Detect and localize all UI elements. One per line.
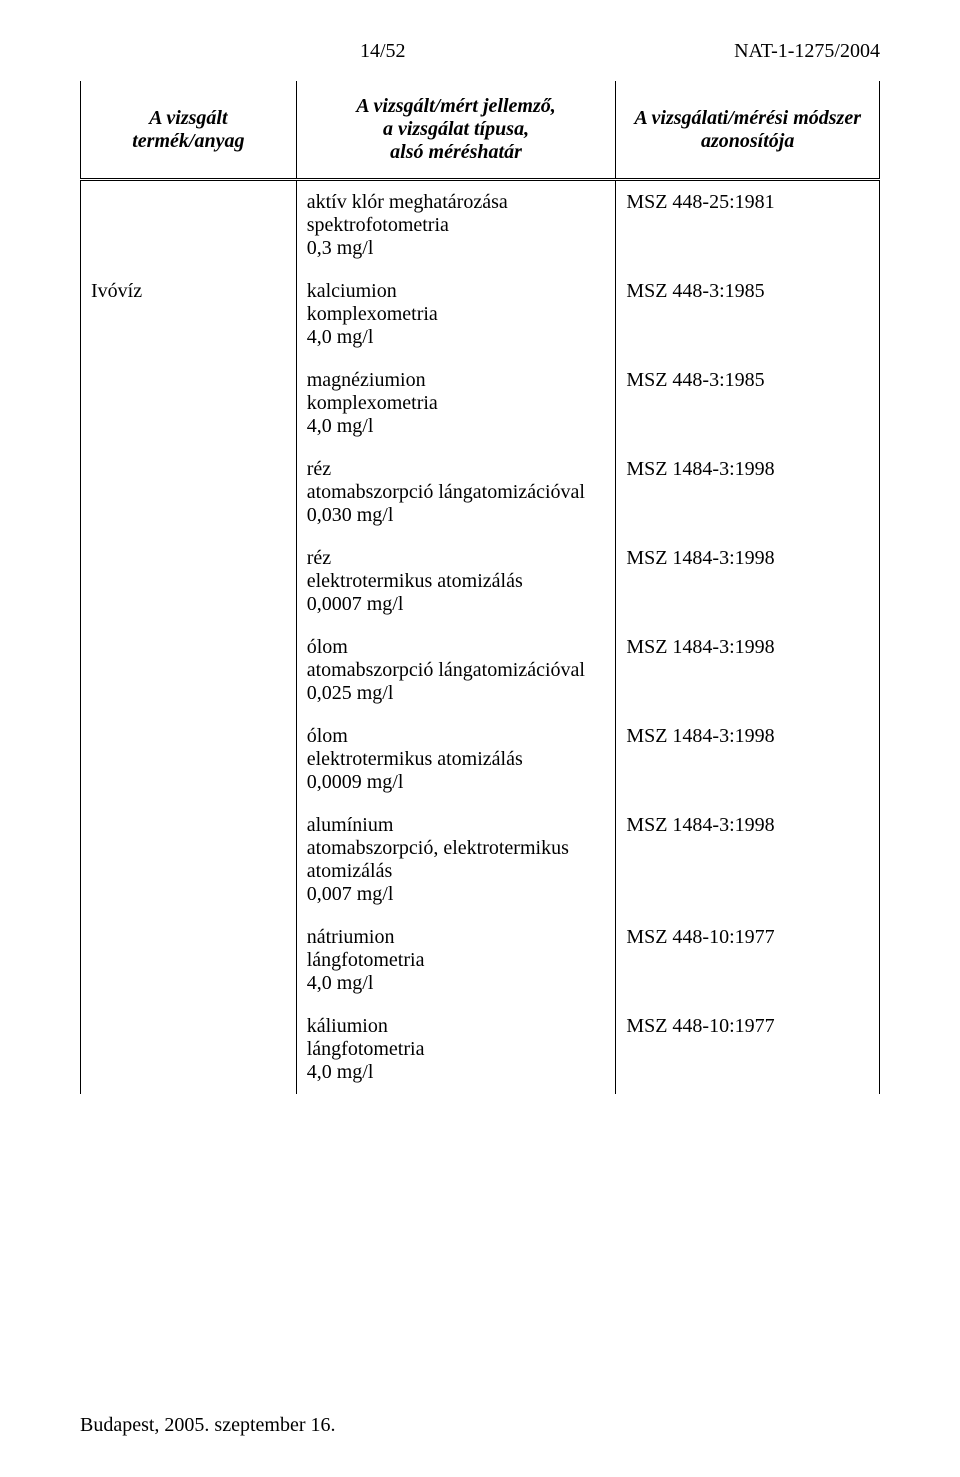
col-product-header: A vizsgált termék/anyag [81,81,297,180]
table-cell [81,180,297,271]
table-cell: MSZ 448-10:1977 [616,1005,880,1094]
table-cell [81,804,297,916]
footer-date: Budapest, 2005. szeptember 16. [80,1414,336,1437]
table-cell: réz atomabszorpció lángatomizációval 0,0… [296,448,616,537]
table-row: ólom elektrotermikus atomizálás 0,0009 m… [81,715,880,804]
page-number: 14/52 [360,40,406,63]
table-cell [81,448,297,537]
table-row: nátriumion lángfotometria 4,0 mg/lMSZ 44… [81,916,880,1005]
table-header-row: A vizsgált termék/anyag A vizsgált/mért … [81,81,880,180]
table-row: ólom atomabszorpció lángatomizációval 0,… [81,626,880,715]
table-cell: Ivóvíz [81,270,297,359]
table-cell: aktív klór meghatározása spektrofotometr… [296,180,616,271]
table-cell: MSZ 1484-3:1998 [616,715,880,804]
table-cell: alumínium atomabszorpció, elektrotermiku… [296,804,616,916]
table-row: magnéziumion komplexometria 4,0 mg/lMSZ … [81,359,880,448]
table-cell: kalciumion komplexometria 4,0 mg/l [296,270,616,359]
table-cell [81,1005,297,1094]
table-cell [81,359,297,448]
table-cell: nátriumion lángfotometria 4,0 mg/l [296,916,616,1005]
table-row: káliumion lángfotometria 4,0 mg/lMSZ 448… [81,1005,880,1094]
table-cell: magnéziumion komplexometria 4,0 mg/l [296,359,616,448]
table-cell: MSZ 448-10:1977 [616,916,880,1005]
table-row: alumínium atomabszorpció, elektrotermiku… [81,804,880,916]
col-method-header: A vizsgálati/mérési módszer azonosítója [616,81,880,180]
table-row: réz elektrotermikus atomizálás 0,0007 mg… [81,537,880,626]
table-cell: káliumion lángfotometria 4,0 mg/l [296,1005,616,1094]
table-row: aktív klór meghatározása spektrofotometr… [81,180,880,271]
table-cell: ólom atomabszorpció lángatomizációval 0,… [296,626,616,715]
table-row: Ivóvízkalciumion komplexometria 4,0 mg/l… [81,270,880,359]
table-cell: MSZ 448-3:1985 [616,270,880,359]
table-cell: MSZ 1484-3:1998 [616,448,880,537]
table-cell: MSZ 1484-3:1998 [616,626,880,715]
page: 14/52 NAT-1-1275/2004 A vizsgált termék/… [0,0,960,1477]
table-cell: MSZ 1484-3:1998 [616,804,880,916]
table-cell: MSZ 448-25:1981 [616,180,880,271]
table-cell [81,715,297,804]
table-cell: MSZ 1484-3:1998 [616,537,880,626]
table-cell [81,626,297,715]
table-cell: MSZ 448-3:1985 [616,359,880,448]
table-body: aktív klór meghatározása spektrofotometr… [81,180,880,1095]
data-table: A vizsgált termék/anyag A vizsgált/mért … [80,81,880,1094]
table-cell [81,916,297,1005]
page-header: 14/52 NAT-1-1275/2004 [80,40,880,63]
table-cell [81,537,297,626]
table-cell: ólom elektrotermikus atomizálás 0,0009 m… [296,715,616,804]
doc-id: NAT-1-1275/2004 [734,40,880,63]
table-row: réz atomabszorpció lángatomizációval 0,0… [81,448,880,537]
col-characteristic-header: A vizsgált/mért jellemző, a vizsgálat tí… [296,81,616,180]
table-cell: réz elektrotermikus atomizálás 0,0007 mg… [296,537,616,626]
